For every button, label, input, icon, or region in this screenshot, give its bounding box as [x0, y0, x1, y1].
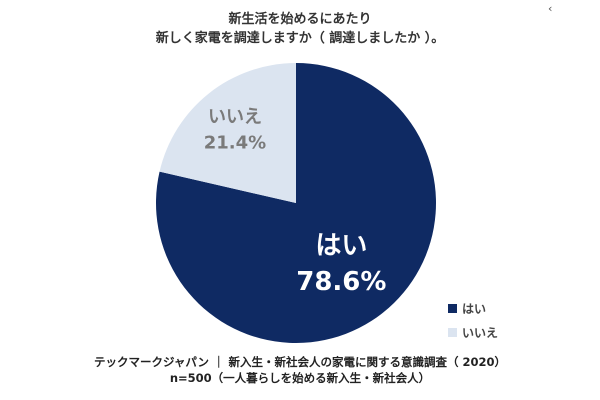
slice-label-yes: はい: [315, 231, 367, 261]
legend-swatch-no: [448, 327, 457, 337]
chart-title-line-2: 新しく家電を調達しますか（ 調達しましたか ）。: [155, 31, 445, 46]
source-line-2: n=500（一人暮らしを始める新入生・新社会人）: [169, 371, 431, 385]
legend: はい いいえ: [448, 296, 498, 344]
slice-value-yes: 78.6%: [296, 267, 386, 297]
slice-label-no: いいえ: [208, 106, 262, 127]
legend-item-yes: はい: [448, 296, 498, 320]
corner-mark: ‹: [548, 2, 553, 15]
legend-label-yes: はい: [462, 301, 487, 316]
pie-slice-labels: はい 78.6% いいえ 21.4%: [204, 106, 387, 297]
chart-title-line-1: 新生活を始めるにあたり: [228, 12, 372, 27]
pie-slices: [156, 63, 437, 344]
pie-slice-yes: [156, 63, 437, 344]
source-line-1: テックマークジャパン ｜ 新入生・新社会人の家電に関する意識調査（ 2020）: [93, 355, 506, 369]
legend-label-no: いいえ: [462, 325, 499, 340]
legend-item-no: いいえ: [448, 320, 498, 344]
legend-swatch-yes: [448, 303, 457, 313]
slice-value-no: 21.4%: [204, 132, 266, 153]
chart-title: 新生活を始めるにあたり 新しく家電を調達しますか（ 調達しましたか ）。: [0, 10, 600, 48]
source-note: テックマークジャパン ｜ 新入生・新社会人の家電に関する意識調査（ 2020） …: [0, 354, 600, 386]
pie-slice-no: [159, 63, 296, 203]
